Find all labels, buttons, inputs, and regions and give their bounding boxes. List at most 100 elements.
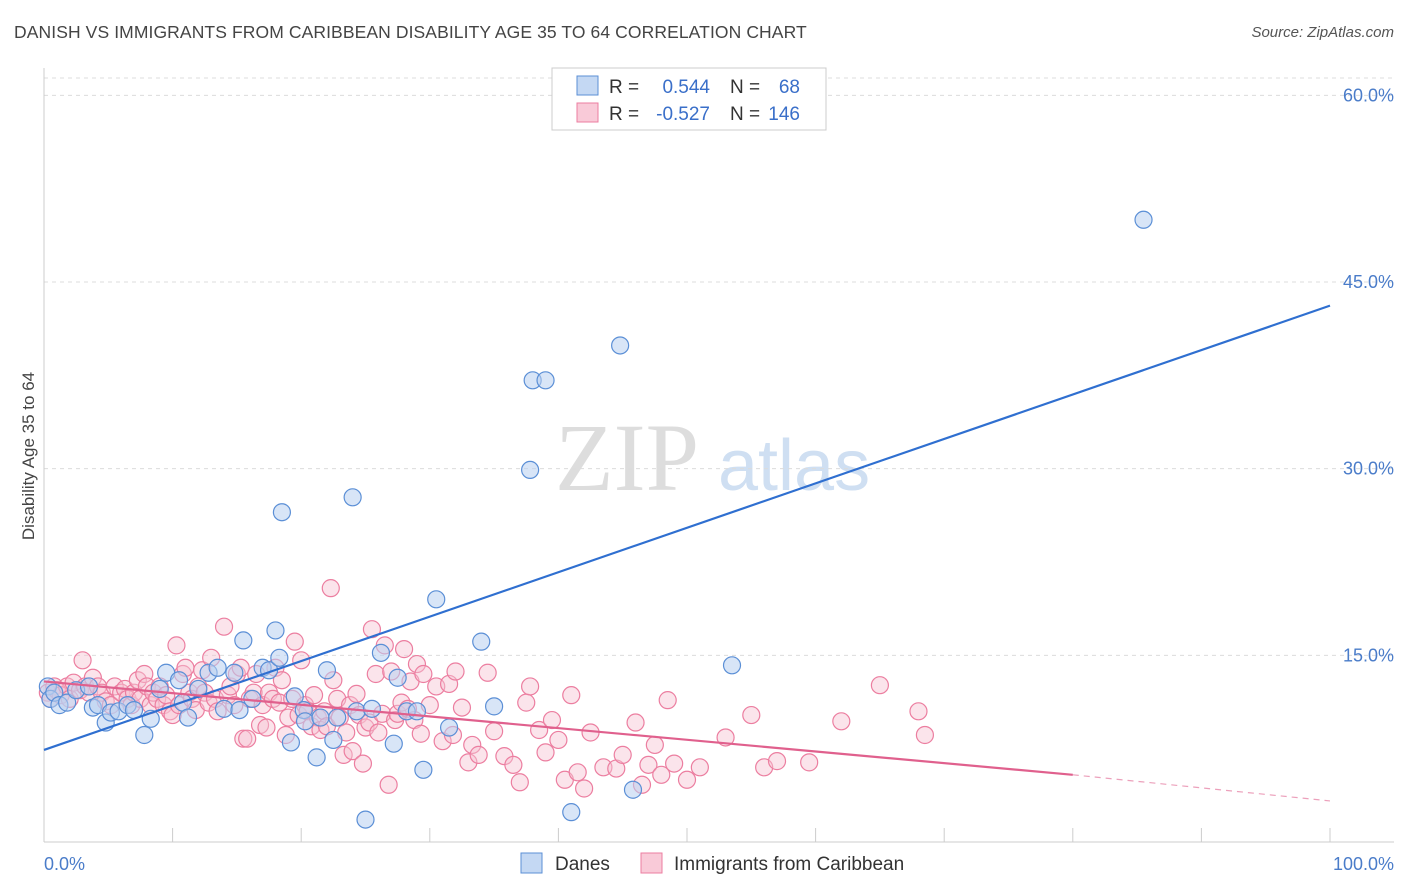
caribbean-point-111: [414, 664, 433, 684]
caribbean-point-49: [214, 617, 234, 636]
caribbean-point-62: [257, 718, 276, 737]
caribbean-point-9: [73, 651, 92, 670]
dane-point-38: [307, 748, 326, 767]
caribbean-point-82: [321, 579, 340, 598]
caribbean-point-134: [562, 686, 581, 705]
dane-point-65: [1134, 210, 1153, 229]
x-tick-label-1: 100.0%: [1333, 854, 1394, 874]
caribbean-point-155: [832, 712, 851, 731]
caribbean-point-154: [800, 753, 819, 772]
dane-point-48: [384, 734, 403, 753]
danes-swatch: [576, 75, 599, 96]
caribbean-point-128: [521, 677, 540, 696]
dane-point-61: [611, 336, 630, 355]
caribbean-point-109: [407, 654, 427, 674]
dane-point-39: [311, 708, 330, 727]
caribbean-point-92: [353, 754, 373, 773]
dane-point-59: [536, 371, 555, 390]
y-tick-label-45: 45.0%: [1343, 272, 1394, 292]
dane-point-26: [230, 700, 249, 720]
y-tick-label-15: 15.0%: [1343, 645, 1394, 665]
caribbean-point-144: [645, 735, 664, 755]
r-label-caribbean: R =: [609, 104, 639, 125]
n-value-caribbean: 146: [768, 104, 800, 125]
caribbean-point-119: [459, 753, 478, 772]
dane-point-52: [414, 760, 433, 779]
dane-point-33: [272, 503, 292, 522]
y-tick-labels: 15.0% 30.0% 45.0% 60.0%: [1343, 85, 1394, 665]
dane-point-62: [623, 780, 643, 799]
dane-point-46: [362, 699, 382, 718]
dane-point-32: [270, 648, 289, 667]
stats-legend: R = 0.544 N = 68 R = -0.527 N = 146: [551, 67, 827, 131]
x-tick-label-0: 0.0%: [44, 854, 85, 874]
dane-point-18: [169, 671, 189, 690]
caribbean-point-71: [285, 632, 304, 651]
dane-point-45: [356, 810, 375, 829]
caribbean-point-105: [394, 640, 414, 659]
caribbean-point-146: [658, 691, 677, 710]
legend-caribbean-label: Immigrants from Caribbean: [674, 854, 904, 875]
axes: [43, 68, 1394, 843]
caribbean-point-130: [536, 743, 555, 762]
dane-point-56: [485, 697, 504, 716]
r-label-danes: R =: [609, 77, 639, 98]
n-value-danes: 68: [779, 77, 800, 98]
caribbean-point-132: [549, 730, 568, 750]
y-tick-label-30: 30.0%: [1343, 459, 1394, 479]
watermark-atlas: atlas: [718, 426, 870, 506]
caribbean-trend-line: [43, 680, 1073, 776]
caribbean-point-118: [452, 698, 472, 717]
dane-point-60: [562, 803, 581, 822]
caribbean-point-127: [517, 693, 536, 712]
dane-point-53: [427, 590, 446, 609]
x-ticks: [43, 828, 1331, 842]
dane-point-31: [266, 621, 285, 640]
dane-point-51: [407, 702, 427, 721]
dane-point-40: [317, 661, 337, 680]
grid: [44, 77, 1394, 656]
dane-point-16: [150, 679, 169, 699]
dane-point-55: [472, 632, 491, 651]
caribbean-point-97: [369, 723, 388, 742]
caribbean-point-157: [915, 725, 935, 745]
caribbean-point-151: [742, 705, 761, 725]
dane-point-43: [343, 488, 362, 507]
source-label: Source: ZipAtlas.com: [1251, 24, 1394, 41]
chart-title: DANISH VS IMMIGRANTS FROM CARIBBEAN DISA…: [14, 22, 807, 42]
caribbean-trend-extension: [1072, 774, 1331, 802]
dane-point-24: [214, 699, 234, 718]
dane-point-42: [328, 708, 347, 727]
dane-point-27: [234, 631, 253, 650]
caribbean-point-110: [411, 724, 430, 743]
caribbean-point-120: [463, 735, 482, 755]
caribbean-swatch: [576, 102, 599, 123]
dane-point-25: [225, 663, 244, 682]
dane-point-20: [178, 708, 198, 727]
caribbean-point-56: [238, 729, 257, 748]
dane-point-14: [135, 725, 154, 745]
legend-caribbean-swatch: [640, 852, 663, 874]
caribbean-point-89: [343, 742, 362, 761]
caribbean-point-77: [304, 686, 324, 705]
dane-trend-line: [43, 304, 1331, 751]
caribbean-point-121: [469, 745, 488, 764]
caribbean-point-138: [594, 758, 613, 777]
r-value-caribbean: -0.527: [656, 104, 710, 125]
bottom-legend: Danes Immigrants from Caribbean: [520, 852, 904, 875]
caribbean-point-126: [510, 773, 529, 792]
dane-point-64: [722, 656, 742, 675]
n-label-danes: N =: [730, 77, 760, 98]
caribbean-point-145: [652, 765, 671, 784]
dane-point-49: [388, 668, 407, 687]
caribbean-point-149: [690, 758, 709, 777]
dane-point-41: [324, 730, 343, 750]
dane-point-37: [295, 712, 315, 731]
legend-danes-label: Danes: [555, 854, 610, 875]
y-axis-label: Disability Age 35 to 64: [19, 372, 38, 540]
series-caribbean: [38, 579, 935, 798]
caribbean-point-35: [167, 636, 186, 655]
caribbean-point-55: [234, 729, 253, 748]
caribbean-point-136: [575, 779, 594, 798]
